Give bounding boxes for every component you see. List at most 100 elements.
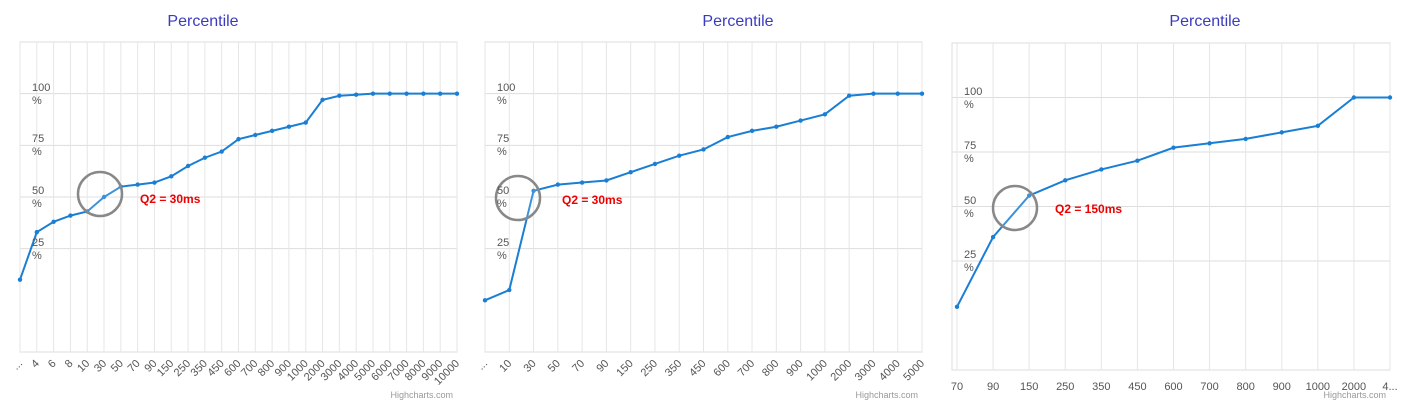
x-tick-label: 30 bbox=[522, 358, 539, 375]
x-tick-label: 250 bbox=[1056, 381, 1074, 393]
x-tick-label: 50 bbox=[109, 358, 126, 375]
x-tick-label: 70 bbox=[951, 381, 963, 393]
point bbox=[628, 170, 633, 175]
y-tick-label: 75 % bbox=[964, 140, 977, 165]
point bbox=[101, 194, 107, 200]
point bbox=[421, 91, 426, 96]
point bbox=[135, 182, 140, 187]
point bbox=[320, 97, 325, 103]
y-tick-label: 100 % bbox=[964, 85, 983, 111]
point bbox=[269, 128, 275, 134]
x-tick-label: 4 bbox=[29, 358, 42, 371]
point bbox=[152, 180, 157, 185]
credit: Highcharts.com bbox=[390, 390, 453, 400]
x-tick-label: 1000 bbox=[1306, 381, 1330, 393]
point bbox=[919, 91, 925, 96]
point bbox=[1207, 141, 1212, 146]
point bbox=[1026, 193, 1032, 198]
x-tick-label: 450 bbox=[1128, 381, 1146, 393]
point bbox=[1243, 136, 1248, 142]
x-tick-label: 30 bbox=[92, 358, 109, 375]
y-tick-label: 100 % bbox=[497, 81, 516, 107]
point bbox=[774, 124, 779, 129]
x-tick-label: 350 bbox=[1092, 381, 1110, 393]
point bbox=[604, 178, 609, 183]
x-tick-label: 70 bbox=[570, 358, 587, 375]
point bbox=[1315, 123, 1321, 129]
point bbox=[1135, 158, 1140, 163]
x-tick-label: 4000 bbox=[877, 358, 903, 384]
y-tick-label: 75 % bbox=[32, 133, 45, 159]
point bbox=[822, 112, 828, 117]
x-tick-label: 450 bbox=[687, 358, 708, 379]
x-tick-label: 90 bbox=[987, 381, 999, 393]
point bbox=[846, 93, 852, 98]
point bbox=[387, 91, 392, 96]
x-tick-label: 150 bbox=[614, 358, 635, 379]
point bbox=[749, 128, 755, 134]
y-tick-label: 100 % bbox=[32, 81, 51, 107]
point bbox=[954, 304, 960, 309]
point bbox=[482, 298, 488, 303]
point bbox=[219, 149, 224, 154]
x-tick-label: 10 bbox=[497, 358, 514, 375]
annotation: Q2 = 150ms bbox=[1055, 202, 1122, 216]
x-tick-label: 4... bbox=[1382, 381, 1397, 393]
x-tick-label: 700 bbox=[1200, 381, 1218, 393]
x-tick-label: 6 bbox=[46, 358, 59, 371]
y-tick-label: 50 % bbox=[964, 194, 977, 220]
y-tick-label: 50 % bbox=[32, 185, 45, 210]
annotation: Q2 = 30ms bbox=[562, 193, 623, 207]
x-tick-label: 8 bbox=[63, 358, 76, 371]
point bbox=[17, 277, 23, 282]
point bbox=[1171, 145, 1176, 150]
highlight-circle bbox=[76, 170, 124, 218]
x-tick-label: 350 bbox=[663, 358, 684, 379]
x-tick-label: 1000 bbox=[804, 358, 830, 384]
point bbox=[303, 120, 308, 125]
point bbox=[507, 287, 512, 293]
y-tick-label: 25 % bbox=[964, 249, 977, 274]
point bbox=[437, 91, 443, 96]
x-tick-label: 250 bbox=[639, 358, 660, 379]
point bbox=[253, 132, 258, 138]
x-tick-label: 3000 bbox=[853, 358, 879, 384]
point bbox=[531, 188, 536, 193]
y-tick-label: 50 % bbox=[497, 185, 510, 210]
point bbox=[286, 124, 292, 129]
point bbox=[701, 147, 706, 152]
point bbox=[895, 91, 900, 96]
x-tick-label: 10 bbox=[75, 358, 92, 375]
x-tick-label: 700 bbox=[736, 358, 757, 379]
y-tick-label: 25 % bbox=[497, 236, 510, 262]
credit: Highcharts.com bbox=[855, 390, 918, 400]
point bbox=[1387, 95, 1393, 100]
x-tick-label: 50 bbox=[546, 358, 563, 375]
x-tick-label: 150 bbox=[1020, 381, 1038, 393]
x-tick-label: ... bbox=[475, 358, 490, 373]
credit: Highcharts.com bbox=[1323, 390, 1386, 400]
chart-title: Percentile bbox=[702, 13, 773, 30]
x-tick-label: 2000 bbox=[1342, 381, 1366, 393]
highlight-circle bbox=[991, 184, 1039, 232]
highlight-circle bbox=[494, 174, 542, 222]
point bbox=[337, 93, 342, 98]
point bbox=[677, 153, 682, 158]
y-tick-label: 25 % bbox=[32, 236, 45, 262]
annotation: Q2 = 30ms bbox=[140, 192, 201, 206]
x-tick-label: 2000 bbox=[828, 358, 854, 384]
point bbox=[404, 91, 409, 96]
point bbox=[169, 174, 174, 179]
point bbox=[1279, 130, 1284, 135]
point bbox=[370, 91, 376, 96]
point bbox=[1099, 167, 1104, 172]
point bbox=[34, 229, 40, 235]
y-tick-label: 75 % bbox=[497, 133, 510, 159]
point bbox=[579, 180, 585, 185]
point bbox=[236, 136, 241, 142]
point bbox=[51, 219, 56, 224]
point bbox=[555, 182, 561, 187]
point bbox=[202, 155, 208, 160]
